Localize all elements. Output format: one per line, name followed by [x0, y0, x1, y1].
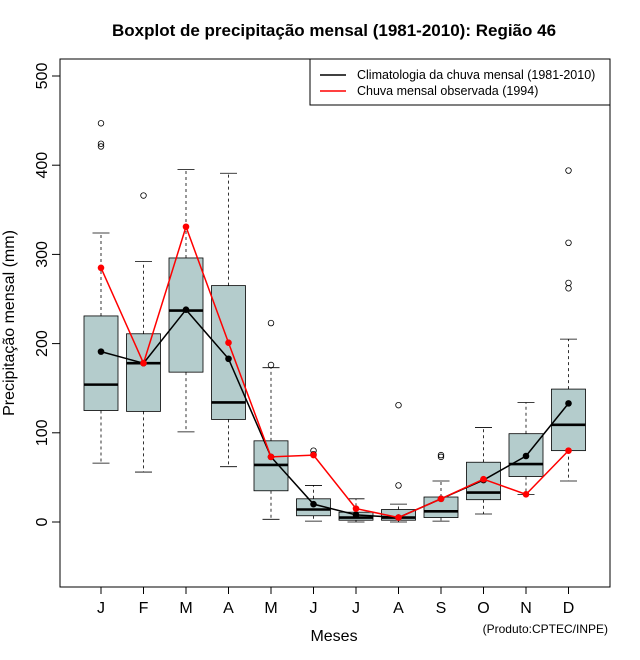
x-tick-label: J	[310, 600, 318, 617]
series-point	[267, 453, 275, 461]
box-1	[83, 120, 119, 464]
series-point	[97, 348, 105, 355]
legend: Climatologia da chuva mensal (1981-2010)…	[309, 58, 611, 106]
series-line	[100, 308, 570, 519]
outlier-point	[437, 451, 445, 459]
series-point	[182, 306, 190, 314]
x-tick-label: N	[520, 600, 532, 617]
outlier-point	[395, 401, 402, 409]
legend-label-observed: Chuva mensal observada (1994)	[357, 84, 538, 98]
box-3	[168, 169, 204, 433]
legend-box	[309, 58, 611, 106]
plot-frame	[59, 58, 611, 588]
series-point	[310, 451, 317, 459]
box-iqr	[551, 388, 586, 452]
box-12	[551, 167, 586, 482]
series-point	[352, 511, 360, 519]
y-axis-label: Precipitação mensal (mm)	[1, 230, 18, 416]
outlier-point	[437, 453, 445, 461]
series-observed	[97, 223, 572, 521]
box-iqr	[83, 315, 119, 411]
box-5	[253, 319, 289, 520]
outlier-point	[97, 143, 105, 150]
series-point	[480, 475, 487, 483]
series-point	[352, 505, 360, 512]
box-iqr	[126, 333, 161, 412]
outlier-point	[565, 285, 572, 292]
box-9	[423, 451, 459, 522]
outlier-point	[395, 482, 402, 489]
outlier-point	[267, 361, 275, 369]
series-point	[395, 514, 402, 521]
x-tick-label: A	[393, 600, 404, 617]
x-tick-label: M	[264, 600, 277, 617]
x-tick-label: J	[97, 600, 105, 617]
x-tick-label: A	[223, 600, 234, 617]
outlier-point	[97, 120, 105, 127]
series-point	[522, 452, 530, 460]
chart-title: Boxplot de precipitação mensal (1981-201…	[112, 21, 556, 40]
series-point	[182, 223, 190, 231]
y-tick-label: 100	[34, 419, 51, 446]
y-tick-label: 0	[34, 517, 51, 526]
series-line	[100, 224, 570, 519]
x-tick-label: J	[352, 600, 360, 617]
series-point	[565, 447, 572, 454]
outlier-point	[565, 279, 572, 287]
x-tick-label: M	[179, 600, 192, 617]
outlier-point	[565, 239, 572, 247]
series-point	[225, 355, 232, 363]
series-point	[310, 500, 317, 508]
series-point	[97, 264, 105, 272]
y-axis: 0 100 200 300 400 500	[34, 63, 61, 526]
x-tick-label: D	[563, 600, 575, 617]
box-2	[126, 192, 161, 473]
y-tick-label: 200	[34, 330, 51, 357]
box-8	[381, 401, 416, 523]
box-iqr	[211, 285, 246, 420]
box-iqr	[168, 257, 204, 373]
series-point	[140, 359, 147, 367]
series-point	[225, 339, 232, 347]
y-tick-label: 300	[34, 241, 51, 268]
x-tick-label: F	[139, 600, 149, 617]
x-tick-label: S	[436, 600, 447, 617]
series-point	[522, 491, 530, 498]
box-10	[466, 427, 501, 515]
y-tick-label: 500	[34, 63, 51, 90]
box-4	[211, 172, 246, 468]
legend-label-climatology: Climatologia da chuva mensal (1981-2010)	[357, 68, 595, 82]
series-point	[437, 495, 445, 503]
outlier-point	[565, 167, 572, 174]
y-tick-label: 400	[34, 152, 51, 179]
outlier-point	[267, 319, 275, 327]
box-6	[296, 447, 331, 522]
outlier-point	[97, 140, 105, 147]
series-lines	[97, 223, 572, 521]
box-11	[508, 402, 544, 495]
series-point	[565, 400, 572, 407]
x-tick-label: O	[477, 600, 489, 617]
outlier-point	[140, 192, 147, 199]
x-axis-label: Meses	[310, 628, 357, 645]
boxes	[83, 120, 586, 523]
credit-text: (Produto:CPTEC/INPE)	[483, 622, 608, 636]
